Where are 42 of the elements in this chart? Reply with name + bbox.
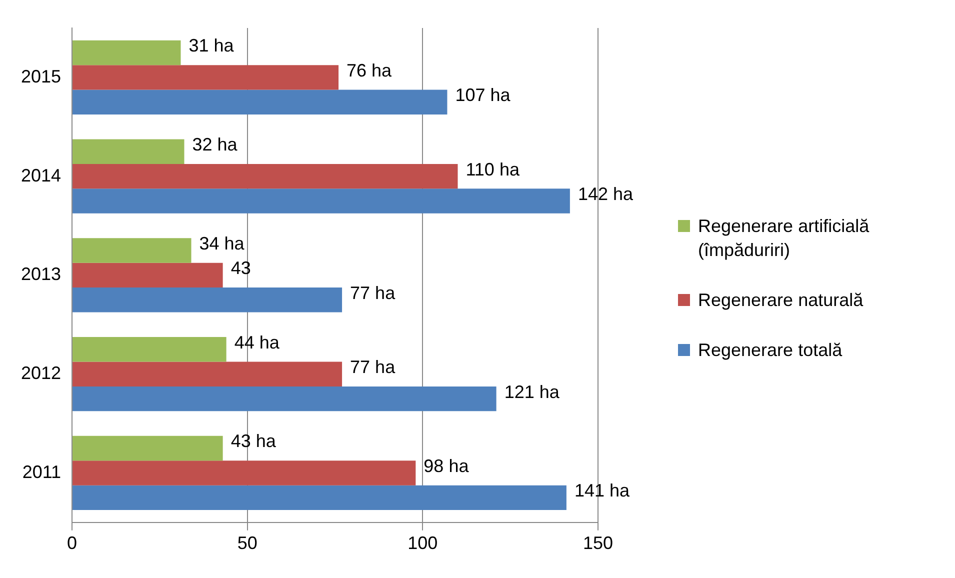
y-tick-label: 2013 — [20, 264, 62, 284]
bar — [72, 436, 223, 461]
y-tick-label: 2011 — [22, 462, 62, 482]
y-tick-label: 2015 — [20, 66, 62, 86]
data-label: 32 ha — [192, 134, 238, 155]
x-tick-label: 50 — [237, 533, 258, 554]
data-label: 77 ha — [350, 282, 396, 303]
data-label: 76 ha — [346, 60, 393, 80]
x-tick-label: 0 — [67, 533, 78, 554]
bar — [72, 362, 342, 386]
y-tick-label: 2014 — [20, 165, 62, 186]
bar — [72, 164, 458, 189]
data-label: 107 ha — [455, 85, 512, 106]
data-label: 121 ha — [504, 382, 560, 402]
bar — [72, 238, 192, 263]
bar — [72, 65, 339, 90]
bar — [72, 337, 226, 362]
y-tick-label: 2012 — [20, 363, 62, 384]
bar — [72, 139, 184, 164]
x-tick-label: 100 — [408, 533, 438, 554]
data-label: 110 ha — [466, 159, 520, 180]
bar — [72, 90, 448, 115]
data-label: 98 ha — [424, 456, 470, 476]
bar — [72, 386, 496, 412]
data-label: 34 ha — [199, 233, 246, 254]
data-label: 141 ha — [574, 480, 630, 501]
data-label: 77 ha — [350, 357, 396, 378]
data-label: 43 — [230, 258, 251, 278]
bar — [72, 40, 181, 66]
x-tick-label: 150 — [582, 533, 614, 554]
bar — [72, 460, 416, 486]
bar — [72, 288, 342, 312]
bar — [72, 188, 570, 214]
bar — [72, 485, 566, 510]
data-label: 142 ha — [578, 184, 634, 204]
legend-label: Regenerare totală — [698, 339, 842, 362]
data-label: 44 ha — [234, 332, 280, 352]
data-label: 31 ha — [188, 36, 235, 56]
legend-label: Regenerare artificială(împăduriri) — [698, 215, 870, 262]
bar — [72, 262, 223, 288]
data-label: 43 ha — [230, 431, 277, 452]
legend-label: Regenerare naturală — [698, 289, 864, 312]
